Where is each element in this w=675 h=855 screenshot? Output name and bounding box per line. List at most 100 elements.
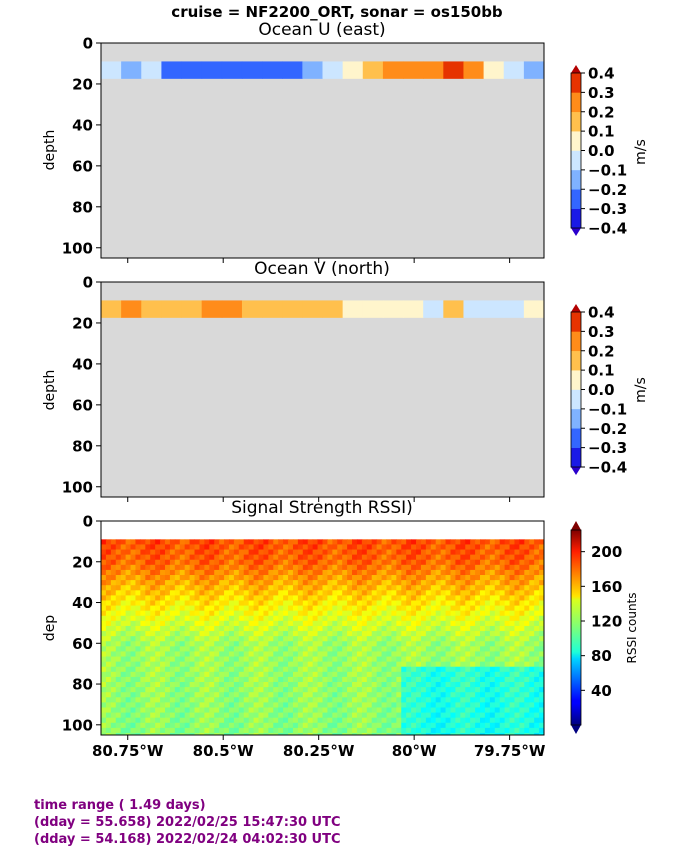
rssi-cell — [101, 656, 107, 663]
rssi-cell — [465, 564, 471, 571]
velocity-cell — [221, 300, 243, 318]
rssi-cell — [430, 651, 437, 658]
rssi-cell — [470, 600, 476, 607]
y-tick-label: 60 — [72, 396, 93, 414]
rssi-cell — [529, 676, 535, 683]
rssi-cell — [420, 661, 427, 668]
rssi-cell — [381, 692, 387, 698]
rssi-cell — [396, 631, 402, 637]
rssi-cell — [283, 620, 289, 627]
rssi-cell — [179, 651, 186, 658]
rssi-cell — [312, 585, 319, 591]
y-tick-label: 60 — [72, 157, 93, 175]
rssi-cell — [307, 564, 314, 571]
rssi-cell — [396, 651, 402, 658]
rssi-cell — [524, 569, 530, 576]
rssi-cell — [194, 631, 200, 637]
rssi-cell — [450, 717, 456, 724]
rssi-cell — [155, 625, 161, 632]
rssi-cell — [475, 580, 481, 586]
rssi-cell — [425, 687, 432, 693]
rssi-cell — [110, 590, 117, 596]
rssi-cell — [189, 625, 196, 632]
rssi-cell — [164, 539, 171, 545]
rssi-cell — [199, 585, 205, 591]
rssi-cell — [189, 615, 196, 622]
rssi-cell — [145, 610, 151, 617]
rssi-cell — [337, 682, 343, 688]
rssi-cell — [125, 569, 132, 576]
rssi-cell — [209, 585, 215, 591]
rssi-cell — [347, 676, 353, 683]
rssi-cell — [174, 707, 181, 714]
rssi-cell — [253, 580, 260, 586]
rssi-cell — [120, 636, 127, 642]
rssi-cell — [224, 544, 230, 551]
rssi-cell — [489, 569, 496, 576]
rssi-cell — [209, 559, 215, 566]
rssi-cell — [110, 717, 117, 724]
rssi-cell — [470, 692, 476, 698]
rssi-cell — [499, 590, 506, 596]
rssi-cell — [534, 697, 540, 703]
rssi-cell — [189, 656, 196, 663]
rssi-cell — [130, 569, 136, 576]
rssi-cell — [268, 676, 274, 683]
rssi-cell — [248, 717, 255, 724]
rssi-cell — [317, 722, 323, 729]
rssi-cell — [273, 559, 279, 566]
rssi-cell — [219, 727, 225, 734]
rssi-cell — [327, 687, 333, 693]
rssi-cell — [283, 544, 289, 551]
rssi-cell — [430, 620, 437, 627]
rssi-cell — [519, 682, 525, 688]
rssi-cell — [317, 539, 323, 545]
rssi-cell — [514, 559, 520, 566]
rssi-cell — [504, 569, 511, 576]
rssi-cell — [317, 580, 323, 586]
rssi-cell — [233, 702, 240, 708]
rssi-cell — [445, 692, 451, 698]
rssi-cell — [356, 687, 363, 693]
rssi-cell — [233, 641, 240, 647]
rssi-cell — [322, 651, 328, 658]
rssi-cell — [524, 580, 530, 586]
rssi-cell — [386, 544, 392, 551]
rssi-cell — [450, 610, 456, 617]
rssi-cell — [268, 712, 274, 719]
rssi-cell — [273, 539, 279, 545]
rssi-cell — [322, 702, 328, 708]
rssi-cell — [347, 631, 353, 637]
rssi-cell — [214, 661, 220, 668]
rssi-cell — [125, 732, 132, 736]
rssi-cell — [194, 585, 200, 591]
rssi-cell — [233, 615, 240, 622]
velocity-cell — [342, 61, 364, 79]
rssi-cell — [489, 641, 496, 647]
rssi-cell — [509, 727, 515, 734]
rssi-cell — [164, 615, 171, 622]
rssi-cell — [416, 575, 422, 581]
rssi-cell — [150, 712, 156, 719]
rssi-cell — [204, 600, 210, 607]
rssi-cell — [292, 722, 299, 729]
rssi-cell — [145, 564, 151, 571]
rssi-cell — [120, 702, 127, 708]
rssi-cell — [288, 636, 294, 642]
rssi-cell — [228, 666, 235, 673]
rssi-cell — [356, 539, 363, 545]
rssi-cell — [224, 682, 230, 688]
rssi-cell — [115, 554, 122, 561]
rssi-cell — [140, 549, 146, 556]
rssi-cell — [150, 707, 156, 714]
rssi-cell — [214, 666, 220, 673]
rssi-cell — [214, 631, 220, 637]
rssi-cell — [509, 554, 515, 561]
rssi-cell — [352, 656, 358, 663]
rssi-cell — [169, 676, 176, 683]
rssi-cell — [475, 620, 481, 627]
rssi-cell — [396, 559, 402, 566]
rssi-cell — [371, 600, 378, 607]
rssi-cell — [263, 646, 269, 652]
rssi-cell — [160, 682, 166, 688]
